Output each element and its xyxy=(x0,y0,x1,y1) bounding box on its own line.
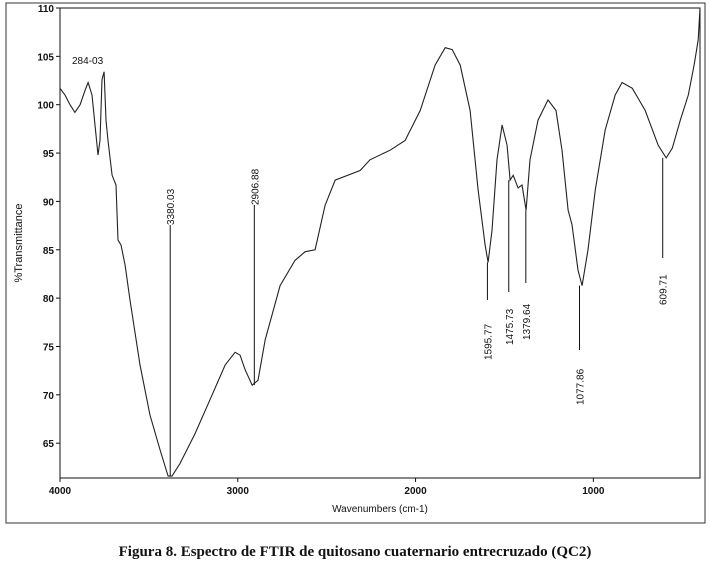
y-axis-label: %Transmittance xyxy=(13,203,25,282)
peak-label: 3380.03 xyxy=(166,188,177,225)
y-tick-label: 80 xyxy=(43,294,55,305)
peak-label: 1475.73 xyxy=(505,308,516,345)
x-tick-label: 1000 xyxy=(582,486,605,497)
spectrum-line xyxy=(59,7,701,477)
y-tick-label: 75 xyxy=(43,342,55,353)
peak-label: 609.71 xyxy=(659,274,670,305)
y-tick-label: 65 xyxy=(43,439,55,450)
figure-frame xyxy=(5,2,706,524)
y-tick-label: 95 xyxy=(43,149,55,160)
y-tick-label: 100 xyxy=(37,101,54,112)
caption: Figura 8. Espectro de FTIR de quitosano … xyxy=(119,544,592,560)
x-tick-label: 3000 xyxy=(227,486,250,497)
peak-label: 1595.77 xyxy=(483,323,494,360)
peak-label: 2906.88 xyxy=(250,168,261,205)
plot-frame xyxy=(59,7,701,479)
y-tick-label: 90 xyxy=(43,197,55,208)
x-tick-label: 4000 xyxy=(49,486,72,497)
x-tick-label: 2000 xyxy=(404,486,427,497)
peak-label: 1379.64 xyxy=(522,303,533,340)
y-tick-label: 70 xyxy=(43,391,55,402)
y-tick-label: 110 xyxy=(38,4,55,15)
y-tick-label: 105 xyxy=(37,52,54,63)
peak-note: 284-03 xyxy=(72,56,104,67)
peak-label: 1077.86 xyxy=(575,368,586,405)
y-tick-label: 85 xyxy=(43,246,55,257)
x-axis-label: Wavenumbers (cm-1) xyxy=(332,504,428,515)
